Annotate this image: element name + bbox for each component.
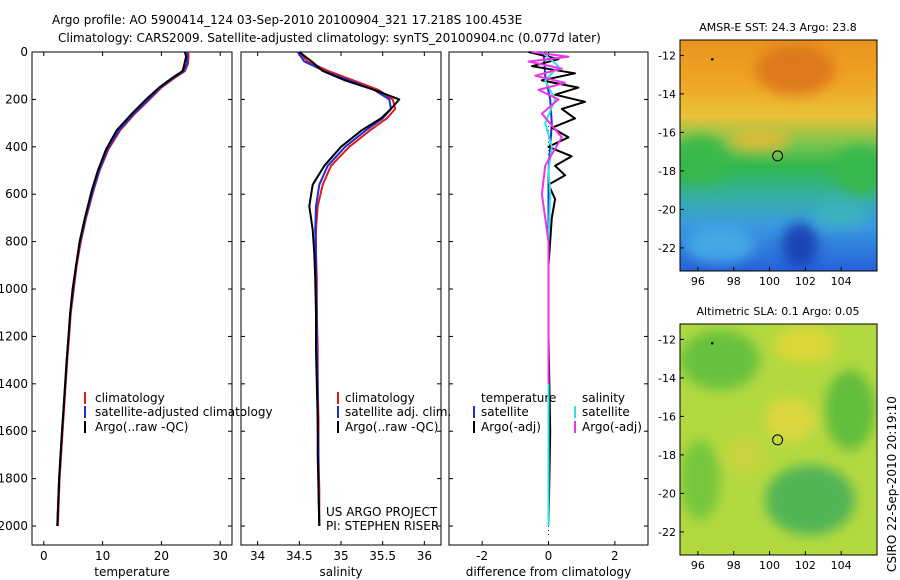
sla-title: Altimetric SLA: 0.1 Argo: 0.05 xyxy=(696,305,859,318)
map-x-tick-label: 104 xyxy=(831,559,852,572)
map-x-tick-label: 98 xyxy=(727,275,741,288)
legend-salinity-argo: Argo(-adj) xyxy=(582,420,642,434)
temperature-legend: climatology satellite-adjusted climatolo… xyxy=(84,391,273,434)
x-tick-label: 36 xyxy=(417,549,432,563)
legend-climatology: climatology xyxy=(345,391,415,405)
header-line2: Climatology: CARS2009. Satellite-adjuste… xyxy=(58,31,601,45)
chart-marks: 0 10 20 30020040060080010001200140016001800… xyxy=(0,45,852,579)
legend-climatology: climatology xyxy=(95,391,165,405)
x-axis-label: difference from climatology xyxy=(466,565,632,579)
series-line-argo-raw-qc- xyxy=(298,51,401,527)
y-tick-label: 1200 xyxy=(0,329,28,343)
sst-map: AMSR-E SST: 24.3 Argo: 23.8 xyxy=(679,21,878,272)
legend-salinity-satellite: satellite xyxy=(582,405,630,419)
y-tick-label: 1600 xyxy=(0,424,28,438)
timestamp-side-label: CSIRO 22-Sep-2010 20:19:10 xyxy=(885,396,899,572)
map-y-tick-label: -22 xyxy=(658,526,676,539)
difference-legend: temperature satellite Argo(-adj) salinit… xyxy=(473,391,642,434)
legend-salinity-heading: salinity xyxy=(582,391,625,405)
map-y-tick-label: -22 xyxy=(658,242,676,255)
island-dot xyxy=(710,57,714,61)
legend-argo: Argo(..raw -QC) xyxy=(95,420,188,434)
y-tick-label: 400 xyxy=(5,140,28,154)
map-y-tick-label: -12 xyxy=(658,49,676,62)
map-y-tick-label: -20 xyxy=(658,487,676,500)
map-x-tick-label: 96 xyxy=(691,559,705,572)
y-tick-label: 800 xyxy=(5,235,28,249)
map-y-tick-label: -18 xyxy=(658,449,676,462)
sst-texture xyxy=(680,45,877,267)
sst-title: AMSR-E SST: 24.3 Argo: 23.8 xyxy=(699,21,857,34)
sst-frame xyxy=(679,39,878,272)
map-x-tick-label: 100 xyxy=(759,559,780,572)
y-tick-label: 1000 xyxy=(0,282,28,296)
y-tick-label: 1800 xyxy=(0,472,28,486)
map-x-tick-label: 98 xyxy=(727,559,741,572)
y-tick-label: 1400 xyxy=(0,377,28,391)
y-tick-label: 2000 xyxy=(0,519,28,533)
y-tick-label: 600 xyxy=(5,187,28,201)
y-tick-label: 200 xyxy=(5,92,28,106)
x-tick-label: 10 xyxy=(95,549,110,563)
series-line-argo-raw-qc- xyxy=(56,51,188,527)
legend-satellite-adj: satellite adj. clim. xyxy=(345,405,451,419)
map-y-tick-label: -20 xyxy=(658,203,676,216)
x-tick-label: 20 xyxy=(154,549,169,563)
salinity-axes xyxy=(240,51,442,546)
map-y-tick-label: -18 xyxy=(658,165,676,178)
x-tick-label: 35 xyxy=(333,549,348,563)
header-line1: Argo profile: AO 5900414_124 03-Sep-2010… xyxy=(52,13,522,27)
x-tick-label: 34.5 xyxy=(286,549,313,563)
x-tick-label: 0 xyxy=(545,549,553,563)
map-x-tick-label: 96 xyxy=(691,275,705,288)
legend-argo: Argo(..raw -QC) xyxy=(345,420,438,434)
map-y-tick-label: -16 xyxy=(658,410,676,423)
x-tick-label: 0 xyxy=(40,549,48,563)
map-y-tick-label: -16 xyxy=(658,126,676,139)
series-line-temperature-argo-adj- xyxy=(528,51,586,527)
map-x-tick-label: 102 xyxy=(795,559,816,572)
map-x-tick-label: 100 xyxy=(759,275,780,288)
x-tick-label: -2 xyxy=(476,549,488,563)
map-x-tick-label: 104 xyxy=(831,275,852,288)
map-x-tick-label: 102 xyxy=(795,275,816,288)
island-dot xyxy=(710,341,714,345)
y-tick-label: 0 xyxy=(20,45,28,59)
x-tick-label: 34 xyxy=(250,549,265,563)
sla-frame xyxy=(679,323,878,556)
profile-location-marker xyxy=(772,434,784,446)
salinity-legend: climatology satellite adj. clim. Argo(..… xyxy=(337,391,451,434)
legend-temperature-heading: temperature xyxy=(481,391,556,405)
temperature-axes xyxy=(31,51,233,546)
x-tick-label: 2 xyxy=(611,549,619,563)
x-tick-label: 30 xyxy=(213,549,228,563)
sla-map: Altimetric SLA: 0.1 Argo: 0.05 xyxy=(679,305,878,556)
legend-temperature-satellite: satellite xyxy=(481,405,529,419)
series-line-salinity-argo-adj- xyxy=(527,51,570,384)
map-y-tick-label: -14 xyxy=(658,372,676,385)
legend-temperature-argo: Argo(-adj) xyxy=(481,420,541,434)
profile-location-marker xyxy=(772,150,784,162)
map-y-tick-label: -12 xyxy=(658,333,676,346)
legend-satellite-adjusted: satellite-adjusted climatology xyxy=(95,405,273,419)
project-line2: PI: STEPHEN RISER xyxy=(326,519,439,533)
x-tick-label: 35.5 xyxy=(369,549,396,563)
x-axis-label: salinity xyxy=(319,565,362,579)
project-line1: US ARGO PROJECT xyxy=(326,505,438,519)
x-axis-label: temperature xyxy=(94,565,169,579)
sla-texture xyxy=(680,327,875,535)
map-y-tick-label: -14 xyxy=(658,88,676,101)
